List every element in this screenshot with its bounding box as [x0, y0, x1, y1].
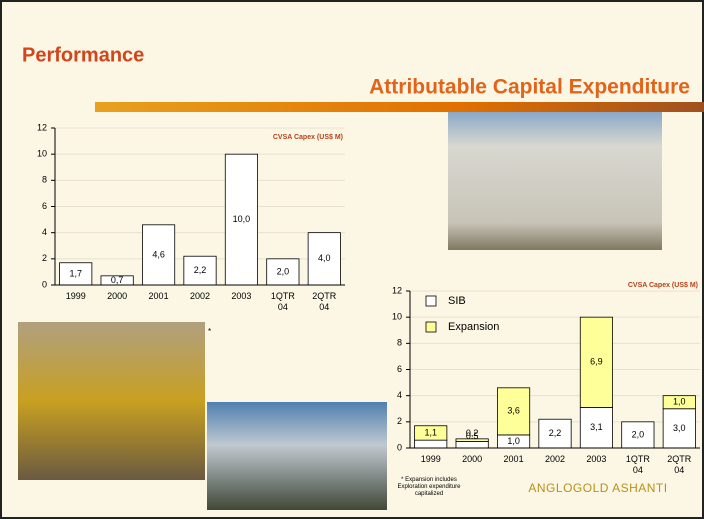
x-tick-label: 2001: [503, 454, 524, 464]
y-tick-label: 0: [397, 442, 402, 452]
y-tick-label: 6: [42, 201, 47, 211]
y-tick-label: 2: [397, 416, 402, 426]
slide-subtitle: Attributable Capital Expenditure: [369, 76, 690, 99]
data-label: 1,0: [673, 397, 686, 407]
data-label: 2,2: [194, 265, 207, 275]
y-tick-label: 12: [37, 122, 47, 132]
title-bar: [95, 102, 704, 112]
legend-label: SIB: [448, 295, 466, 307]
y-tick-label: 6: [397, 364, 402, 374]
bar: [142, 224, 176, 286]
y-tick-label: 10: [392, 312, 402, 322]
data-label: 1,1: [424, 427, 437, 437]
slide-title: Performance: [22, 44, 144, 66]
building-photo: [448, 112, 662, 250]
x-tick-label: 1999: [65, 291, 86, 301]
x-tick-label: 1QTR 04: [625, 454, 650, 475]
y-tick-label: 12: [392, 285, 402, 295]
x-tick-label: 2003: [586, 454, 607, 464]
x-tick-label: 2001: [148, 291, 169, 301]
x-tick-label: 2QTR 04: [312, 291, 337, 312]
data-label: 3,1: [590, 422, 603, 432]
data-label: 10,0: [233, 214, 251, 224]
footnote: * Expansion includes Exploration expendi…: [397, 477, 461, 497]
x-tick-label: 2000: [107, 291, 128, 301]
y-tick-label: 10: [37, 149, 47, 159]
data-label: 3,0: [673, 423, 686, 433]
bar: [579, 407, 613, 449]
data-label: 0,5: [466, 431, 479, 441]
y-tick-label: 4: [397, 390, 402, 400]
data-label: 4,0: [318, 253, 331, 263]
data-label: 4,6: [152, 249, 165, 259]
y-tick-label: 2: [42, 253, 47, 263]
bar: [307, 232, 341, 286]
bar: [414, 439, 448, 449]
note-mark: *: [208, 327, 211, 336]
bar: [224, 153, 258, 286]
logo: ANGLOGOLD ASHANTI: [528, 481, 667, 495]
data-label: 3,6: [507, 406, 520, 416]
bar: [662, 408, 696, 449]
y-tick-label: 4: [42, 227, 47, 237]
bar: [455, 438, 489, 442]
truck-photo: [18, 322, 205, 480]
y-tick-label: 8: [397, 338, 402, 348]
y-tick-label: 8: [42, 175, 47, 185]
data-label: 0,7: [111, 275, 124, 285]
bar: [538, 418, 572, 449]
data-label: 1,7: [69, 268, 82, 278]
legend-swatch: [425, 295, 437, 307]
y-tick-label: 0: [42, 279, 47, 289]
bar: [621, 421, 655, 449]
legend-label: Expansion: [448, 321, 499, 333]
x-tick-label: 1999: [420, 454, 441, 464]
x-tick-label: 2002: [189, 291, 211, 301]
x-tick-label: 2QTR 04: [667, 454, 692, 475]
data-label: 2,0: [277, 266, 290, 276]
chart-title: CVSA Capex (US$ M): [273, 134, 343, 141]
chart-title: CVSA Capex (US$ M): [628, 282, 698, 289]
bar: [455, 441, 489, 449]
aerial-photo: [207, 402, 387, 510]
x-tick-label: 2003: [231, 291, 252, 301]
data-label: 2,2: [549, 428, 562, 438]
x-tick-label: 2000: [462, 454, 483, 464]
bar: [662, 395, 696, 410]
bar: [414, 425, 448, 441]
legend-swatch: [425, 321, 437, 333]
data-label: 1,0: [507, 436, 520, 446]
x-tick-label: 2002: [544, 454, 566, 464]
bar: [579, 316, 613, 408]
data-label: 0,2: [466, 428, 479, 438]
data-label: 6,9: [590, 357, 603, 367]
data-label: 2,0: [632, 429, 645, 439]
x-tick-label: 1QTR 04: [270, 291, 295, 312]
bar: [266, 258, 300, 286]
bar: [183, 255, 217, 286]
bar: [497, 387, 531, 436]
